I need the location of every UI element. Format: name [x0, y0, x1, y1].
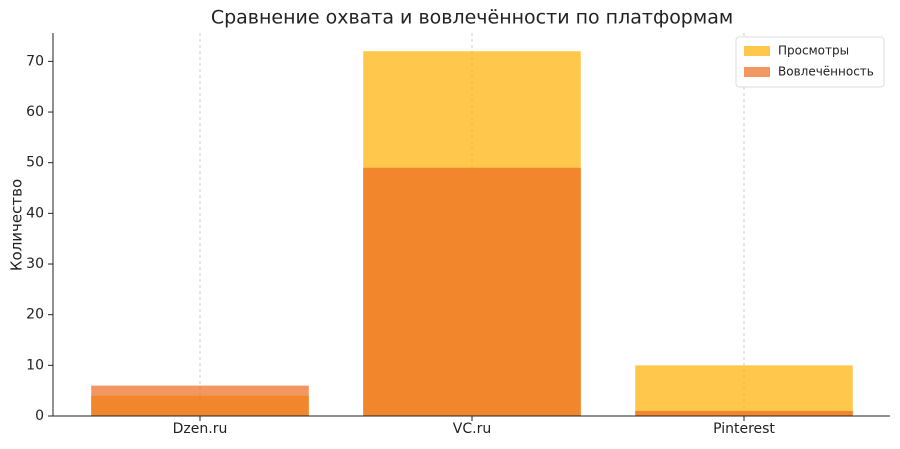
legend-label: Просмотры	[778, 44, 849, 58]
legend-swatch	[744, 46, 770, 56]
chart-title: Сравнение охвата и вовлечённости по плат…	[211, 7, 733, 29]
bar	[635, 410, 853, 416]
y-tick-label: 10	[26, 357, 44, 373]
y-tick-label: 20	[26, 307, 44, 323]
y-tick-label: 0	[35, 408, 44, 424]
x-tick-label: VC.ru	[453, 421, 491, 437]
legend-swatch	[744, 67, 770, 77]
y-tick-label: 50	[26, 155, 44, 171]
legend-box	[735, 36, 885, 88]
x-tick-label: Dzen.ru	[173, 421, 228, 437]
legend: Просмотры Вовлечённость	[735, 36, 885, 88]
y-axis-label: Количество	[8, 179, 26, 271]
legend-label: Вовлечённость	[778, 65, 874, 79]
bar	[635, 365, 853, 416]
bar	[91, 385, 309, 416]
x-tick-label: Pinterest	[713, 421, 775, 437]
y-tick-label: 40	[26, 205, 44, 221]
bar	[363, 167, 581, 416]
y-tick-label: 60	[26, 104, 44, 120]
y-tick-label: 70	[26, 53, 44, 69]
y-tick-label: 30	[26, 256, 44, 272]
